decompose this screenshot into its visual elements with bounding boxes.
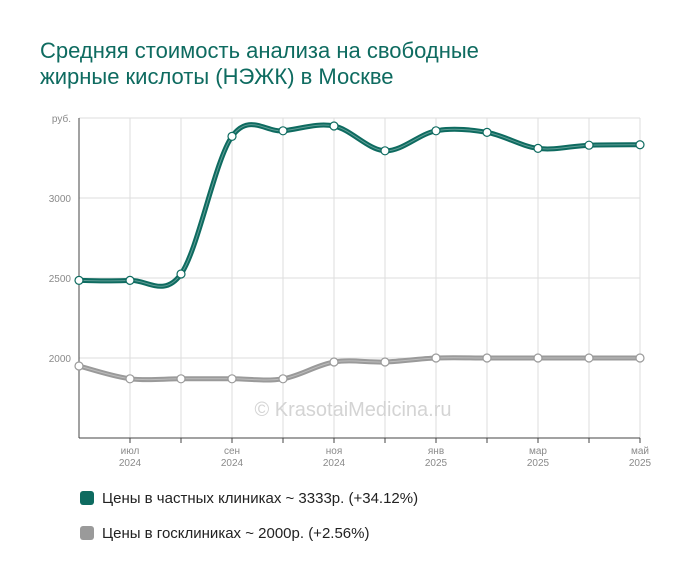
data-point: [584, 140, 594, 150]
data-point: [125, 275, 135, 285]
legend-label: Цены в частных клиниках ~ 3333р. (+34.12…: [102, 489, 419, 507]
data-point: [125, 374, 135, 384]
data-point: [431, 126, 441, 136]
x-tick-label-month: сен: [224, 446, 240, 457]
chart-legend: Цены в частных клиниках ~ 3333р. (+34.12…: [80, 486, 418, 545]
x-tick-label-year: 2025: [629, 458, 652, 469]
data-point: [380, 357, 390, 367]
data-point: [533, 143, 543, 153]
x-tick-label-month: ноя: [326, 446, 343, 457]
watermark-text: © KrasotaiMedicina.ru: [254, 399, 451, 421]
data-point: [380, 146, 390, 156]
data-point: [482, 353, 492, 363]
x-tick-label-year: 2024: [323, 458, 346, 469]
data-point: [74, 275, 84, 285]
x-tick-label-month: мар: [529, 446, 547, 457]
data-point: [329, 121, 339, 131]
y-axis-label: руб.: [52, 113, 71, 125]
x-tick-label-month: май: [631, 446, 649, 457]
data-point: [74, 361, 84, 371]
legend-swatch: [80, 491, 94, 505]
data-point: [227, 374, 237, 384]
data-point: [278, 126, 288, 136]
x-tick-label-month: янв: [428, 446, 444, 457]
data-point: [431, 353, 441, 363]
y-tick-label: 2000: [49, 354, 72, 365]
y-tick-label: 2500: [49, 274, 72, 285]
data-point: [227, 131, 237, 141]
chart-title-line-1: Средняя стоимость анализа на свободные: [40, 38, 479, 63]
x-tick-label-year: 2024: [221, 458, 244, 469]
legend-item: Цены в частных клиниках ~ 3333р. (+34.12…: [80, 486, 418, 510]
chart-title: Средняя стоимость анализа на свободные ж…: [40, 38, 660, 90]
data-point: [176, 374, 186, 384]
series-1: [74, 121, 645, 289]
series-2: [74, 353, 645, 384]
series-line-highlight: [78, 124, 641, 287]
legend-item: Цены в госклиниках ~ 2000р. (+2.56%): [80, 521, 418, 545]
data-point: [635, 140, 645, 150]
chart-title-line-2: жирные кислоты (НЭЖК) в Москве: [40, 64, 394, 89]
data-point: [533, 353, 543, 363]
x-tick-label-month: июл: [121, 446, 140, 457]
x-tick-label-year: 2025: [527, 458, 550, 469]
data-point: [584, 353, 594, 363]
legend-label: Цены в госклиниках ~ 2000р. (+2.56%): [102, 524, 370, 542]
y-tick-label: 3000: [49, 194, 72, 205]
legend-swatch: [80, 526, 94, 540]
data-point: [635, 353, 645, 363]
data-point: [176, 269, 186, 279]
data-point: [278, 374, 288, 384]
x-tick-label-year: 2024: [119, 458, 142, 469]
data-point: [329, 357, 339, 367]
x-tick-label-year: 2025: [425, 458, 448, 469]
series-line-highlight: [78, 357, 640, 381]
data-point: [482, 127, 492, 137]
